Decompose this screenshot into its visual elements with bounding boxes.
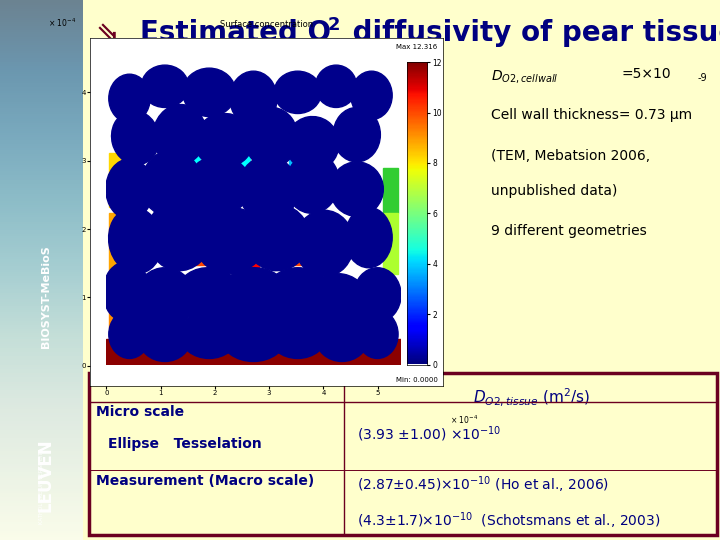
- Text: ⇘: ⇘: [96, 19, 119, 47]
- Text: BIOSYST-MeBioS: BIOSYST-MeBioS: [40, 246, 50, 348]
- Ellipse shape: [218, 268, 289, 328]
- Text: 2: 2: [328, 16, 341, 34]
- Ellipse shape: [245, 204, 310, 271]
- Ellipse shape: [310, 274, 369, 328]
- Ellipse shape: [109, 74, 150, 123]
- Text: -9: -9: [698, 73, 707, 83]
- Ellipse shape: [330, 162, 383, 217]
- Text: $\times$ 10$^{-4}$: $\times$ 10$^{-4}$: [450, 414, 478, 427]
- Text: Estimated O: Estimated O: [140, 19, 331, 47]
- Ellipse shape: [345, 207, 392, 268]
- Text: Cell wall thickness= 0.73 μm: Cell wall thickness= 0.73 μm: [490, 108, 692, 122]
- Text: (4.3±1.7)×10$^{-10}$  (Schotsmans et al., 2003): (4.3±1.7)×10$^{-10}$ (Schotsmans et al.,…: [357, 510, 660, 531]
- Text: Micro scale: Micro scale: [96, 405, 184, 419]
- Text: Min: 0.0000: Min: 0.0000: [396, 376, 438, 383]
- Text: Surface concentration: Surface concentration: [220, 20, 313, 29]
- Bar: [383, 213, 398, 274]
- Bar: [248, 255, 259, 271]
- Ellipse shape: [315, 65, 357, 107]
- Ellipse shape: [333, 107, 380, 162]
- Ellipse shape: [194, 113, 253, 168]
- Text: m²/s: m²/s: [717, 68, 720, 82]
- Ellipse shape: [106, 159, 153, 219]
- Text: 9 different geometries: 9 different geometries: [490, 224, 647, 238]
- Ellipse shape: [109, 207, 162, 274]
- Ellipse shape: [357, 310, 398, 359]
- Text: $\times$ 10$^{-4}$: $\times$ 10$^{-4}$: [48, 17, 76, 29]
- Bar: [194, 313, 206, 328]
- Ellipse shape: [268, 310, 327, 359]
- Ellipse shape: [179, 310, 238, 359]
- Ellipse shape: [138, 313, 192, 361]
- Ellipse shape: [354, 268, 401, 322]
- Bar: [289, 247, 301, 265]
- Text: Measurement (Macro scale): Measurement (Macro scale): [96, 474, 314, 488]
- Ellipse shape: [141, 150, 200, 216]
- Text: Ellipse   Tesselation: Ellipse Tesselation: [108, 437, 262, 451]
- Ellipse shape: [274, 71, 321, 113]
- Ellipse shape: [103, 262, 150, 322]
- Text: unpublished data): unpublished data): [490, 184, 617, 198]
- Text: diffusivity of pear tissue: diffusivity of pear tissue: [343, 19, 720, 47]
- Bar: [109, 213, 127, 274]
- Bar: [239, 150, 251, 168]
- Text: (3.93 ±1.00) ×10$^{-10}$: (3.93 ±1.00) ×10$^{-10}$: [357, 424, 501, 443]
- Ellipse shape: [176, 268, 242, 322]
- Text: KATHOLIEKE UNIVERSITEIT: KATHOLIEKE UNIVERSITEIT: [39, 451, 44, 524]
- Bar: [289, 153, 301, 174]
- Bar: [383, 168, 398, 213]
- Ellipse shape: [112, 111, 159, 165]
- Text: LEUVEN: LEUVEN: [37, 438, 55, 512]
- Bar: [109, 274, 124, 328]
- Ellipse shape: [135, 268, 194, 328]
- Bar: [189, 150, 200, 168]
- Bar: [109, 153, 127, 207]
- FancyBboxPatch shape: [89, 373, 717, 535]
- Ellipse shape: [286, 117, 339, 171]
- Text: $D_{O2, tissue}$ (m$^2$/s): $D_{O2, tissue}$ (m$^2$/s): [474, 386, 590, 408]
- Text: (TEM, Mebatsion 2006,: (TEM, Mebatsion 2006,: [490, 148, 649, 163]
- Ellipse shape: [315, 313, 369, 361]
- Ellipse shape: [238, 156, 298, 222]
- Ellipse shape: [141, 65, 189, 107]
- Ellipse shape: [265, 268, 330, 322]
- Ellipse shape: [294, 210, 354, 277]
- Text: =5×10: =5×10: [621, 68, 671, 82]
- Ellipse shape: [245, 107, 298, 168]
- Ellipse shape: [109, 310, 150, 359]
- Text: $D_{O2, cell wall}$: $D_{O2, cell wall}$: [490, 68, 558, 84]
- Bar: [106, 339, 401, 364]
- Ellipse shape: [194, 207, 265, 274]
- Bar: [194, 247, 209, 265]
- Text: (2.87±0.45)×10$^{-10}$ (Ho et al., 2006): (2.87±0.45)×10$^{-10}$ (Ho et al., 2006): [357, 474, 609, 495]
- Ellipse shape: [183, 68, 235, 117]
- Ellipse shape: [230, 71, 277, 126]
- Ellipse shape: [221, 313, 286, 361]
- Ellipse shape: [351, 71, 392, 119]
- Ellipse shape: [153, 105, 207, 165]
- Ellipse shape: [147, 198, 212, 271]
- Text: Max 12.316: Max 12.316: [396, 44, 438, 50]
- Bar: [342, 180, 360, 204]
- Ellipse shape: [186, 156, 251, 217]
- Ellipse shape: [286, 153, 339, 213]
